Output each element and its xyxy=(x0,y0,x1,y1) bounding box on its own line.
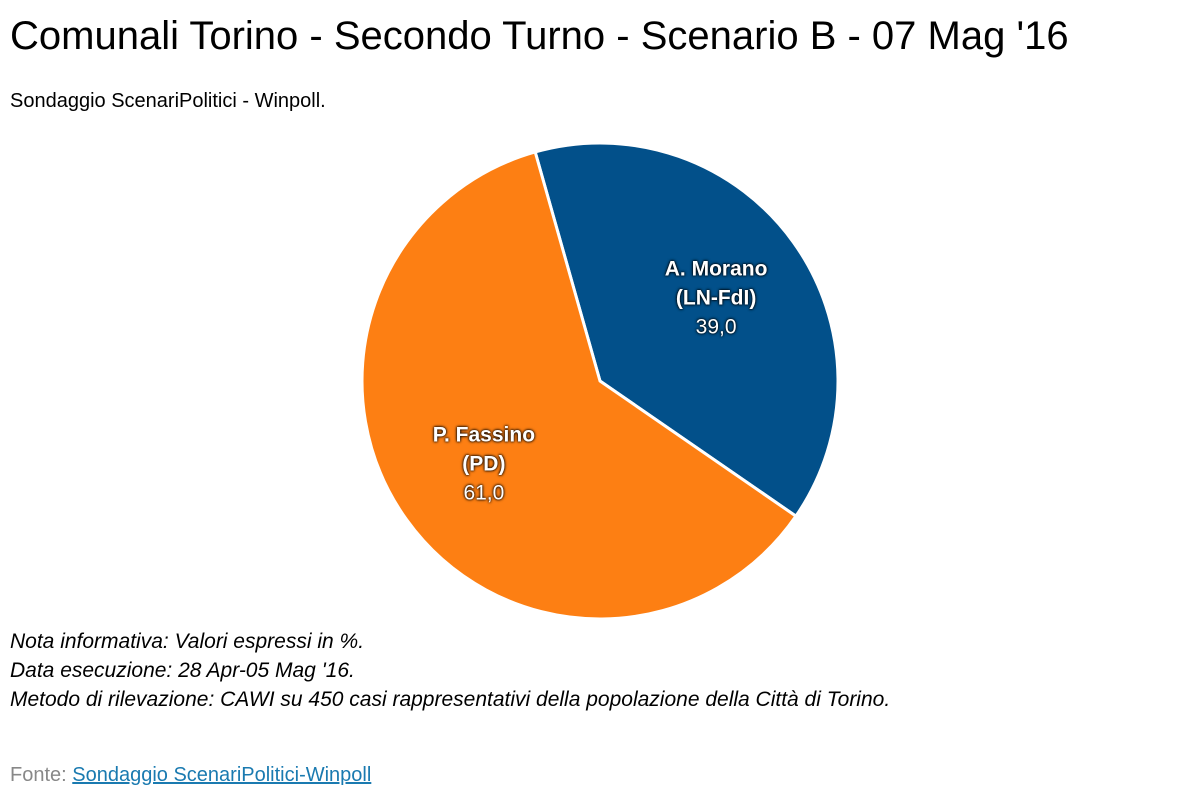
value-label: 39,0 xyxy=(695,315,737,339)
source-label: Fonte: xyxy=(10,764,67,786)
chart-title: Comunali Torino - Secondo Turno - Scenar… xyxy=(10,14,1069,58)
note-line: Metodo di rilevazione: CAWI su 450 casi … xyxy=(10,688,891,711)
category-label: P. Fassino (PD) xyxy=(432,423,536,476)
source-link[interactable]: Sondaggio ScenariPolitici-Winpoll xyxy=(72,764,372,786)
chart-subtitle: Sondaggio ScenariPolitici - Winpoll. xyxy=(10,90,326,112)
note-line: Data esecuzione: 28 Apr-05 Mag '16. xyxy=(10,659,355,682)
slice-label: P. Fassino (PD) 61,0 xyxy=(414,421,554,508)
slice-label: A. Morano (LN-FdI) 39,0 xyxy=(646,254,786,341)
note-line: Nota informativa: Valori espressi in %. xyxy=(10,630,365,653)
value-label: 61,0 xyxy=(463,481,505,505)
source: Fonte: Sondaggio ScenariPolitici-Winpoll xyxy=(10,764,371,787)
pie-slice xyxy=(533,141,840,519)
notes: Nota informativa: Valori espressi in %. D… xyxy=(10,627,890,714)
pie-slice xyxy=(360,150,798,621)
category-label: A. Morano (LN-FdI) xyxy=(664,257,768,310)
